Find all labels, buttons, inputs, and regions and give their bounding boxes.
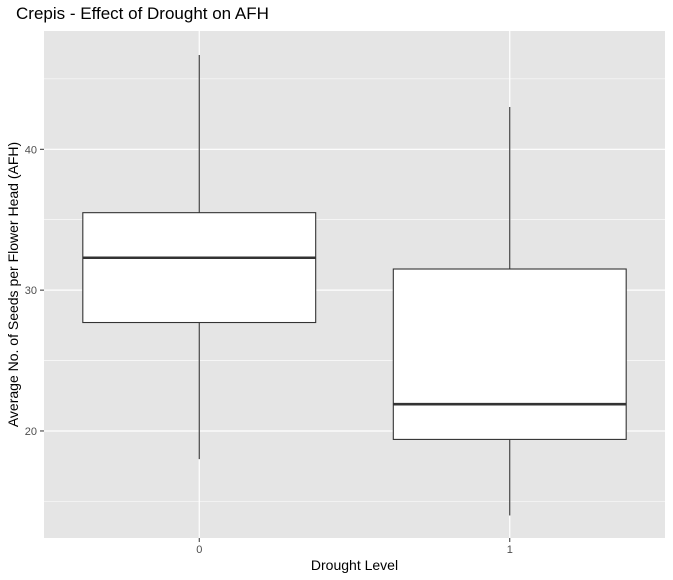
y-tick-label: 20 [25,426,37,438]
x-tick-label: 0 [196,544,202,556]
x-axis-title: Drought Level [311,557,398,573]
box-1 [392,107,627,516]
y-tick-label: 40 [25,144,37,156]
x-tick-label: 1 [507,544,513,556]
y-axis-ticks: 20 30 40 [25,144,44,438]
iqr-box [392,268,627,440]
iqr-box [82,212,317,324]
boxes-layer [82,54,627,516]
y-axis-title: Average No. of Seeds per Flower Head (AF… [5,142,21,427]
box-0 [82,54,317,460]
y-tick-label: 30 [25,285,37,297]
chart-title: Crepis - Effect of Drought on AFH [16,4,269,23]
